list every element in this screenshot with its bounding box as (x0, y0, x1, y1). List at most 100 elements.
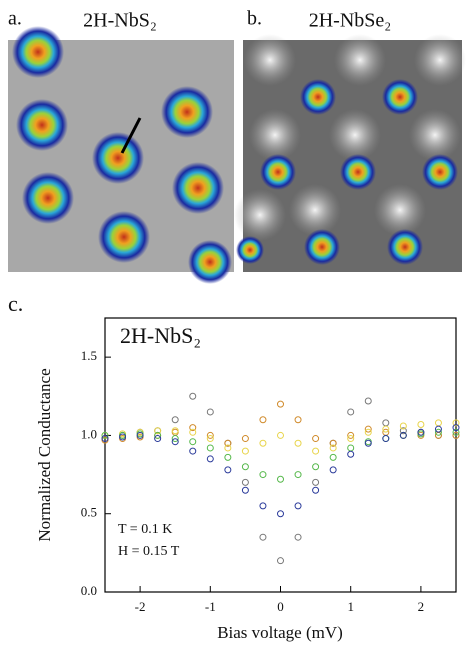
data-point (417, 428, 425, 436)
data-point (347, 435, 355, 443)
data-point (241, 486, 249, 494)
data-point (452, 424, 460, 432)
data-point (452, 419, 460, 427)
data-point (101, 435, 109, 443)
annotation: T = 0.1 K (118, 522, 172, 537)
y-tick-label: 0.5 (81, 505, 97, 520)
x-tick-label: 1 (347, 599, 354, 614)
panel-title: 2H-NbSe₂ (309, 10, 392, 32)
data-point (452, 431, 460, 439)
data-point (119, 433, 127, 441)
data-point (347, 408, 355, 416)
data-point (277, 510, 284, 518)
data-point (241, 435, 249, 443)
y-tick-label: 1.5 (81, 348, 97, 363)
data-point (294, 502, 302, 510)
stm-image-b (234, 34, 466, 272)
data-point (294, 533, 302, 541)
data-point (277, 400, 284, 408)
data-point (277, 557, 284, 565)
data-point (259, 471, 267, 479)
data-point (136, 431, 144, 439)
annotation: H = 0.15 T (118, 544, 180, 559)
data-point (312, 435, 320, 443)
data-point (189, 424, 197, 432)
data-point (171, 438, 179, 446)
data-point (434, 425, 442, 433)
data-point (417, 420, 425, 428)
data-point (101, 431, 109, 439)
x-tick-label: -1 (205, 599, 216, 614)
data-point (399, 431, 407, 439)
data-point (399, 427, 407, 435)
data-point (224, 453, 232, 461)
data-point (312, 478, 320, 486)
data-point (154, 435, 162, 443)
data-point (154, 427, 162, 435)
data-point (189, 392, 197, 400)
panel-title: 2H-NbS₂ (83, 10, 157, 32)
data-point (171, 427, 179, 435)
data-point (154, 431, 162, 439)
data-point (364, 428, 372, 436)
data-point (364, 439, 372, 447)
data-point (171, 435, 179, 443)
x-axis-label: Bias voltage (mV) (217, 623, 343, 642)
data-point (206, 435, 214, 443)
panel-label: c. (8, 291, 23, 316)
data-point (434, 428, 442, 436)
x-tick-label: 2 (418, 599, 425, 614)
data-point (259, 502, 267, 510)
data-point (224, 444, 232, 452)
data-point (347, 450, 355, 458)
panel-label: a. (8, 8, 22, 30)
x-tick-label: -2 (135, 599, 146, 614)
data-point (171, 416, 179, 424)
data-point (312, 447, 320, 455)
data-point (277, 475, 284, 483)
data-point (259, 533, 267, 541)
data-point (294, 416, 302, 424)
data-point (241, 478, 249, 486)
data-point (259, 416, 267, 424)
data-point (206, 431, 214, 439)
data-point (206, 455, 214, 463)
data-point (347, 444, 355, 452)
data-point (206, 444, 214, 452)
data-point (294, 471, 302, 479)
inset-title: 2H-NbS₂ (120, 323, 201, 348)
data-point (241, 447, 249, 455)
data-point (382, 425, 390, 433)
data-point (259, 439, 267, 447)
data-point (364, 397, 372, 405)
data-point (329, 444, 337, 452)
data-point (189, 428, 197, 436)
data-point (434, 419, 442, 427)
data-point (364, 425, 372, 433)
data-point (329, 453, 337, 461)
data-point (399, 422, 407, 430)
data-point (347, 431, 355, 439)
y-tick-label: 1.0 (81, 426, 97, 441)
y-tick-label: 0.0 (81, 583, 97, 598)
data-point (277, 431, 284, 439)
data-point (294, 439, 302, 447)
data-point (224, 466, 232, 474)
x-tick-label: 0 (277, 599, 284, 614)
data-point (382, 435, 390, 443)
data-point (312, 463, 320, 471)
data-point (241, 463, 249, 471)
data-point (452, 428, 460, 436)
data-point (329, 439, 337, 447)
data-point (189, 438, 197, 446)
stm-image-a (8, 26, 234, 284)
data-point (329, 466, 337, 474)
data-point (206, 408, 214, 416)
data-point (382, 419, 390, 427)
data-point (312, 486, 320, 494)
data-point (224, 439, 232, 447)
panel-label: b. (247, 8, 262, 30)
y-axis-label: Normalized Conductance (35, 368, 54, 541)
data-point (189, 447, 197, 455)
